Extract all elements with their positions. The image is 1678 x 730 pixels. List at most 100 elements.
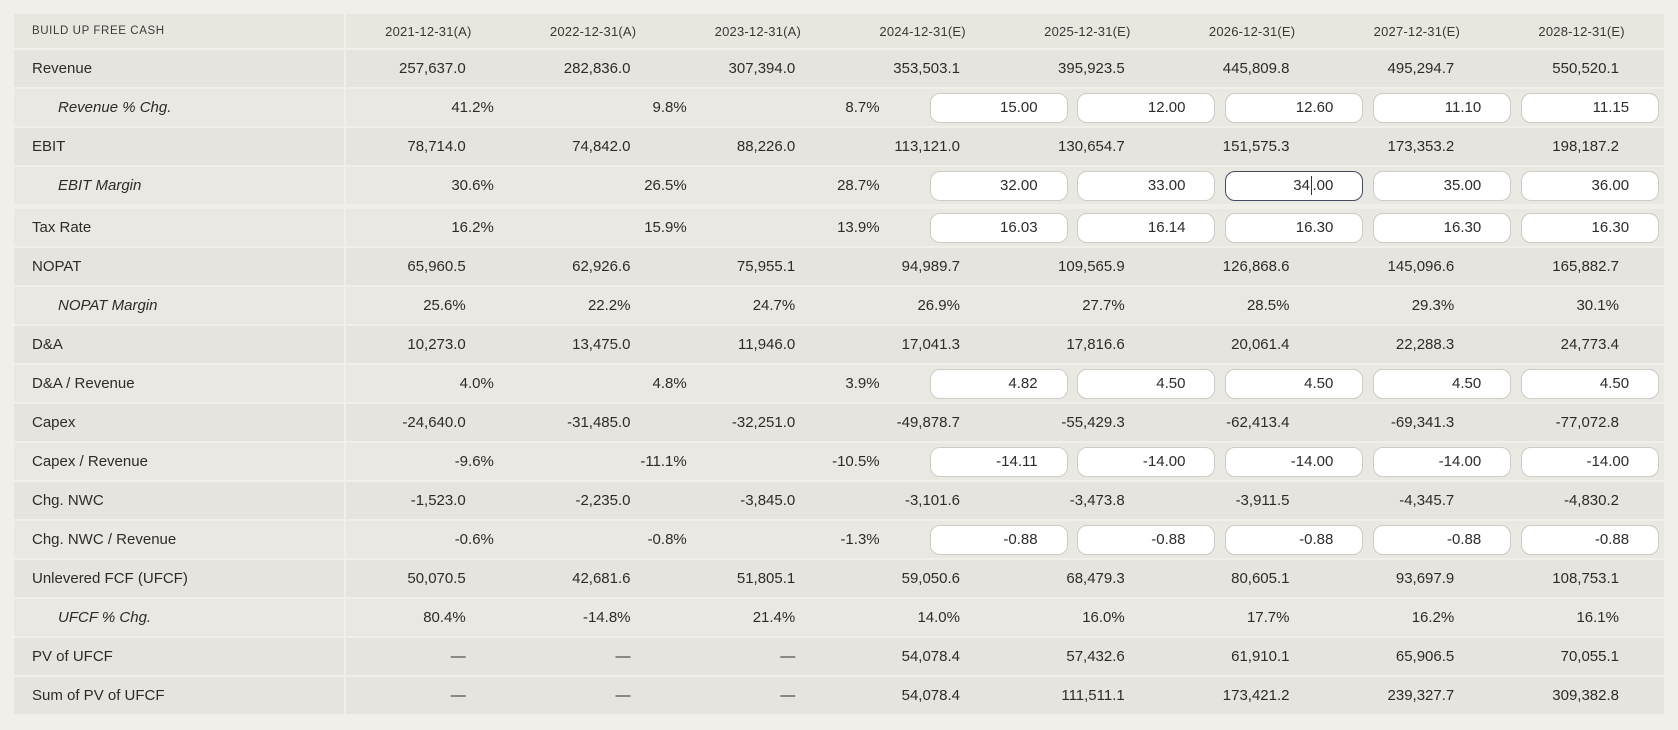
cell: 25.6% — [423, 297, 466, 314]
assumption-cell: -0.88 — [1516, 521, 1664, 558]
row-label: UFCF % Chg. — [14, 599, 344, 636]
row-label: Capex / Revenue — [14, 443, 344, 480]
column-header: 2022-12-31(A) — [549, 23, 637, 39]
cell: 17,041.3 — [901, 336, 960, 353]
table-row: Revenue 257,637.0 282,836.0 307,394.0 353,50… — [14, 50, 1664, 87]
assumption-input[interactable]: 16.14 — [1077, 212, 1216, 243]
assumption-input[interactable]: -14.00 — [1521, 446, 1660, 477]
assumption-input[interactable]: -0.88 — [1077, 524, 1216, 555]
table-row: Capex / Revenue -9.6% -11.1% -10.5% -14.11 -1… — [14, 443, 1664, 480]
cell: 4.0% — [459, 375, 494, 392]
cell: 8.7% — [845, 99, 880, 116]
row-label: Chg. NWC — [14, 482, 344, 519]
assumption-input[interactable]: 33.00 — [1077, 170, 1216, 201]
row-label: PV of UFCF — [14, 638, 344, 675]
cell: — — [780, 687, 796, 704]
assumption-input[interactable]: -0.88 — [929, 524, 1068, 555]
assumption-cell: -0.88 — [1073, 521, 1221, 558]
assumption-input[interactable]: -14.00 — [1225, 446, 1364, 477]
cell: 50,070.5 — [407, 570, 466, 587]
cell: 24.7% — [752, 297, 796, 314]
table-row: Revenue % Chg. 41.2% 9.8% 8.7% 15.00 12.00 12.… — [14, 89, 1664, 126]
assumption-input[interactable]: 15.00 — [929, 92, 1068, 123]
cell: 111,511.1 — [1061, 687, 1125, 704]
cell: -0.8% — [647, 531, 687, 548]
text-caret — [1310, 176, 1313, 195]
cell: 13.9% — [837, 219, 880, 236]
cell: -49,878.7 — [896, 414, 960, 431]
cell: 74,842.0 — [572, 138, 631, 155]
assumption-input[interactable]: 11.10 — [1373, 92, 1512, 123]
assumption-input[interactable]: -0.88 — [1225, 524, 1364, 555]
cell: 30.1% — [1576, 297, 1619, 314]
assumption-input[interactable]: 12.00 — [1077, 92, 1216, 123]
assumption-input[interactable]: 34.00 — [1225, 170, 1364, 201]
assumption-cell: 11.10 — [1368, 89, 1516, 126]
assumption-cell: 16.14 — [1073, 209, 1221, 246]
cell: 13,475.0 — [572, 336, 631, 353]
cell: 145,096.6 — [1387, 258, 1455, 275]
cell: 198,187.2 — [1552, 138, 1619, 155]
table-row: EBIT Margin 30.6% 26.5% 28.7% 32.00 33.00 34.0… — [14, 167, 1664, 204]
cell: 9.8% — [652, 99, 687, 116]
cell: 495,294.7 — [1387, 60, 1455, 77]
assumption-input[interactable]: -0.88 — [1373, 524, 1512, 555]
assumption-cell: -14.00 — [1220, 443, 1368, 480]
cell: 353,503.1 — [893, 60, 960, 77]
assumption-input[interactable]: -14.00 — [1373, 446, 1512, 477]
assumption-cell: 16.30 — [1368, 209, 1516, 246]
cell: 16.1% — [1576, 609, 1619, 626]
column-headers: 2021-12-31(A) 2022-12-31(A) 2023-12-31(A) 2… — [346, 14, 1664, 48]
assumption-input[interactable]: 16.03 — [929, 212, 1068, 243]
assumption-input[interactable]: 4.50 — [1521, 368, 1660, 399]
cell: -3,911.5 — [1235, 492, 1290, 509]
cell: 68,479.3 — [1066, 570, 1125, 587]
cell: 11,946.0 — [737, 336, 796, 353]
assumption-cell: -14.00 — [1516, 443, 1664, 480]
cell: 257,637.0 — [399, 60, 466, 77]
cell: 75,955.1 — [736, 258, 796, 275]
cell: 22,288.3 — [1395, 336, 1455, 353]
assumption-input[interactable]: 4.50 — [1225, 368, 1364, 399]
table-row: Chg. NWC -1,523.0 -2,235.0 -3,845.0 -3,101.6… — [14, 482, 1664, 519]
assumption-input[interactable]: 4.82 — [929, 368, 1068, 399]
cell: 10,273.0 — [407, 336, 466, 353]
assumption-cell: 16.03 — [925, 209, 1073, 246]
cell: -11.1% — [640, 453, 687, 470]
assumption-input[interactable]: -0.88 — [1521, 524, 1660, 555]
assumption-input[interactable]: 16.30 — [1225, 212, 1364, 243]
cell: 94,989.7 — [901, 258, 960, 275]
assumption-input[interactable]: -14.00 — [1077, 446, 1216, 477]
assumption-cell: 36.00 — [1516, 167, 1664, 204]
assumption-input[interactable]: -14.11 — [929, 446, 1068, 477]
assumption-cell: 15.00 — [925, 89, 1073, 126]
row-label: Revenue — [14, 50, 344, 87]
assumption-input[interactable]: 12.60 — [1225, 92, 1364, 123]
assumption-input[interactable]: 35.00 — [1373, 170, 1512, 201]
assumption-input[interactable]: 11.15 — [1521, 92, 1660, 123]
row-label: Capex — [14, 404, 344, 441]
assumption-cell: -14.11 — [925, 443, 1073, 480]
cell: 14.0% — [917, 609, 960, 626]
cell: 62,926.6 — [572, 258, 631, 275]
cell: -3,845.0 — [740, 492, 796, 509]
table-row: Capex -24,640.0 -31,485.0 -32,251.0 -49,878.… — [14, 404, 1664, 441]
assumption-input[interactable]: 32.00 — [929, 170, 1068, 201]
cell: -0.6% — [454, 531, 494, 548]
assumption-input[interactable]: 4.50 — [1373, 368, 1512, 399]
assumption-input[interactable]: 4.50 — [1077, 368, 1216, 399]
cell: -3,473.8 — [1069, 492, 1125, 509]
cell: 54,078.4 — [901, 648, 960, 665]
cell: -24,640.0 — [402, 414, 466, 431]
assumption-input[interactable]: 16.30 — [1521, 212, 1660, 243]
row-label: EBIT — [14, 128, 344, 165]
cell: 239,327.7 — [1387, 687, 1455, 704]
row-label: Revenue % Chg. — [14, 89, 344, 126]
assumption-input[interactable]: 16.30 — [1373, 212, 1512, 243]
assumption-input[interactable]: 36.00 — [1521, 170, 1660, 201]
cell: — — [450, 648, 466, 665]
cell: 309,382.8 — [1552, 687, 1619, 704]
assumption-cell: 4.50 — [1516, 365, 1664, 402]
cell: 17.7% — [1246, 609, 1290, 626]
cell: 30.6% — [451, 177, 494, 194]
